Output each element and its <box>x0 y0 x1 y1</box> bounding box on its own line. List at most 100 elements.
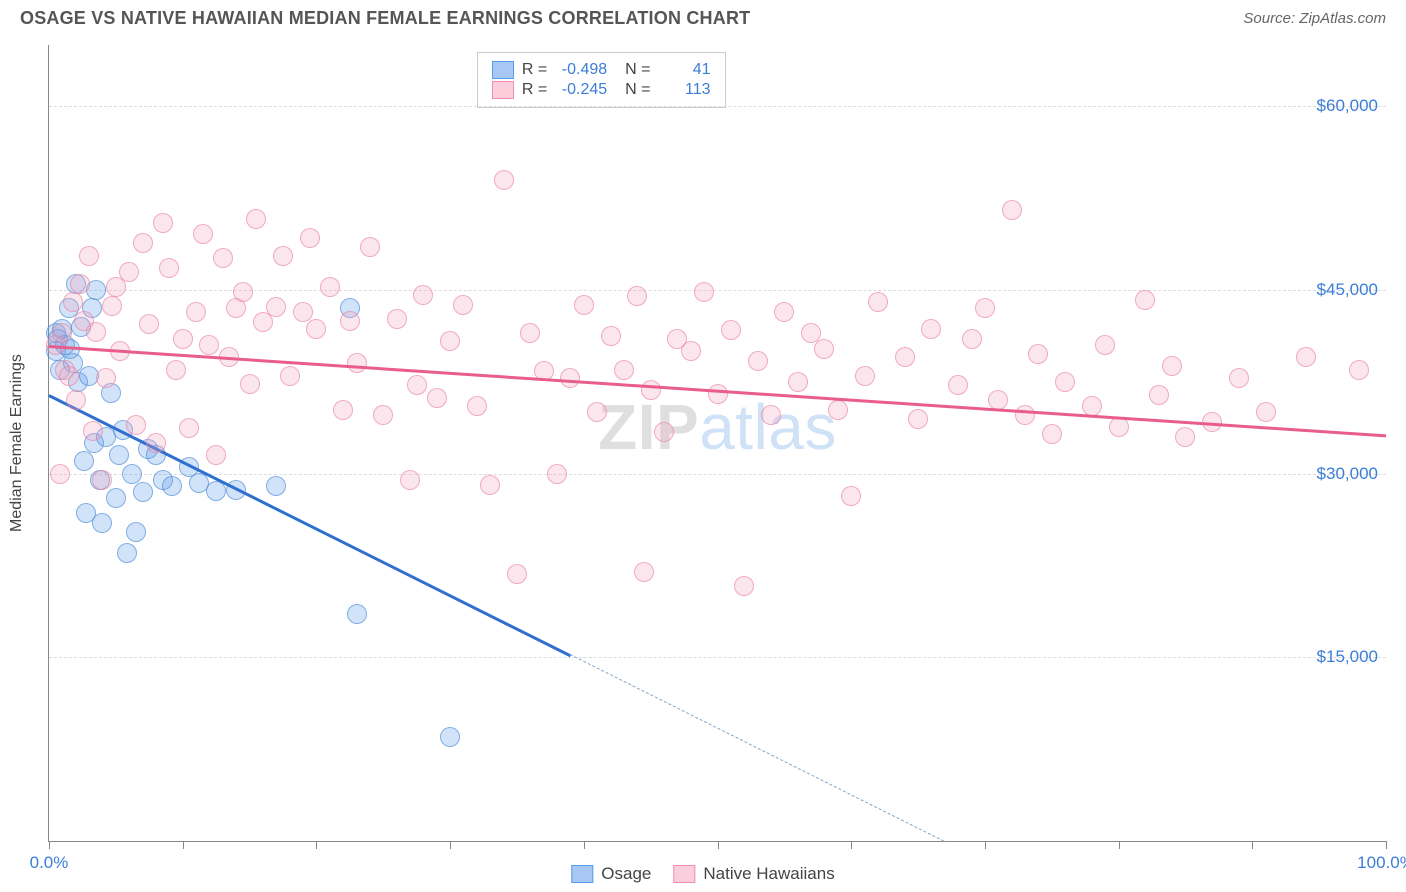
scatter-point <box>306 319 326 339</box>
scatter-point <box>133 482 153 502</box>
stat-r-label: R = <box>522 81 547 99</box>
scatter-point <box>507 564 527 584</box>
legend-swatch <box>571 865 593 883</box>
scatter-point <box>1256 402 1276 422</box>
scatter-point <box>560 368 580 388</box>
scatter-point <box>52 323 72 343</box>
header: OSAGE VS NATIVE HAWAIIAN MEDIAN FEMALE E… <box>0 0 1406 35</box>
scatter-point <box>734 576 754 596</box>
scatter-point <box>788 372 808 392</box>
scatter-point <box>574 295 594 315</box>
scatter-point <box>70 274 90 294</box>
scatter-point <box>855 366 875 386</box>
x-tick <box>584 841 585 849</box>
legend-label: Osage <box>601 864 651 884</box>
scatter-point <box>66 390 86 410</box>
scatter-point <box>293 302 313 322</box>
scatter-point <box>1149 385 1169 405</box>
scatter-point <box>119 262 139 282</box>
stat-r-value: -0.245 <box>555 81 607 99</box>
scatter-point <box>1229 368 1249 388</box>
scatter-point <box>179 418 199 438</box>
scatter-point <box>347 353 367 373</box>
scatter-point <box>92 470 112 490</box>
x-tick <box>985 841 986 849</box>
scatter-point <box>828 400 848 420</box>
legend-item: Native Hawaiians <box>673 864 834 884</box>
scatter-point <box>681 341 701 361</box>
scatter-point <box>634 562 654 582</box>
stat-r-label: R = <box>522 61 547 79</box>
x-tick <box>183 841 184 849</box>
series-swatch <box>492 61 514 79</box>
scatter-point <box>721 320 741 340</box>
scatter-point <box>186 302 206 322</box>
x-tick <box>1252 841 1253 849</box>
gridline <box>49 657 1386 658</box>
scatter-point <box>440 727 460 747</box>
y-axis-label: Median Female Earnings <box>8 354 26 532</box>
scatter-point <box>240 374 260 394</box>
scatter-point <box>814 339 834 359</box>
scatter-point <box>333 400 353 420</box>
scatter-point <box>908 409 928 429</box>
stat-n-value: 113 <box>659 81 711 99</box>
x-tick <box>316 841 317 849</box>
scatter-point <box>520 323 540 343</box>
scatter-point <box>122 464 142 484</box>
scatter-point <box>547 464 567 484</box>
scatter-point <box>102 296 122 316</box>
legend-item: Osage <box>571 864 651 884</box>
scatter-point <box>133 233 153 253</box>
scatter-point <box>614 360 634 380</box>
scatter-point <box>601 326 621 346</box>
scatter-point <box>273 246 293 266</box>
x-tick <box>718 841 719 849</box>
scatter-point <box>63 292 83 312</box>
scatter-point <box>266 476 286 496</box>
scatter-point <box>109 445 129 465</box>
plot-area: ZIPatlas Median Female Earnings R =-0.49… <box>48 45 1386 842</box>
trend-line-extrapolated <box>570 654 944 842</box>
scatter-point <box>106 277 126 297</box>
gridline <box>49 474 1386 475</box>
y-tick-label: $45,000 <box>1317 280 1378 300</box>
scatter-point <box>206 445 226 465</box>
y-tick-label: $60,000 <box>1317 96 1378 116</box>
scatter-point <box>373 405 393 425</box>
y-tick-label: $15,000 <box>1317 647 1378 667</box>
x-tick-label: 0.0% <box>30 853 69 873</box>
scatter-point <box>453 295 473 315</box>
scatter-point <box>126 522 146 542</box>
scatter-point <box>347 604 367 624</box>
x-tick <box>49 841 50 849</box>
chart-title: OSAGE VS NATIVE HAWAIIAN MEDIAN FEMALE E… <box>20 8 750 29</box>
scatter-point <box>1175 427 1195 447</box>
scatter-point <box>159 258 179 278</box>
x-tick <box>1386 841 1387 849</box>
scatter-point <box>400 470 420 490</box>
x-tick <box>450 841 451 849</box>
scatter-point <box>1002 200 1022 220</box>
scatter-point <box>587 402 607 422</box>
y-tick-label: $30,000 <box>1317 464 1378 484</box>
scatter-point <box>92 513 112 533</box>
scatter-point <box>146 433 166 453</box>
scatter-point <box>948 375 968 395</box>
scatter-point <box>117 543 137 563</box>
legend-swatch <box>673 865 695 883</box>
scatter-point <box>50 464 70 484</box>
scatter-point <box>895 347 915 367</box>
scatter-point <box>162 476 182 496</box>
scatter-point <box>300 228 320 248</box>
scatter-point <box>126 415 146 435</box>
scatter-point <box>1135 290 1155 310</box>
stat-n-label: N = <box>625 81 650 99</box>
scatter-point <box>1042 424 1062 444</box>
scatter-point <box>83 421 103 441</box>
scatter-point <box>467 396 487 416</box>
scatter-point <box>708 384 728 404</box>
x-tick <box>851 841 852 849</box>
scatter-point <box>413 285 433 305</box>
scatter-point <box>654 422 674 442</box>
